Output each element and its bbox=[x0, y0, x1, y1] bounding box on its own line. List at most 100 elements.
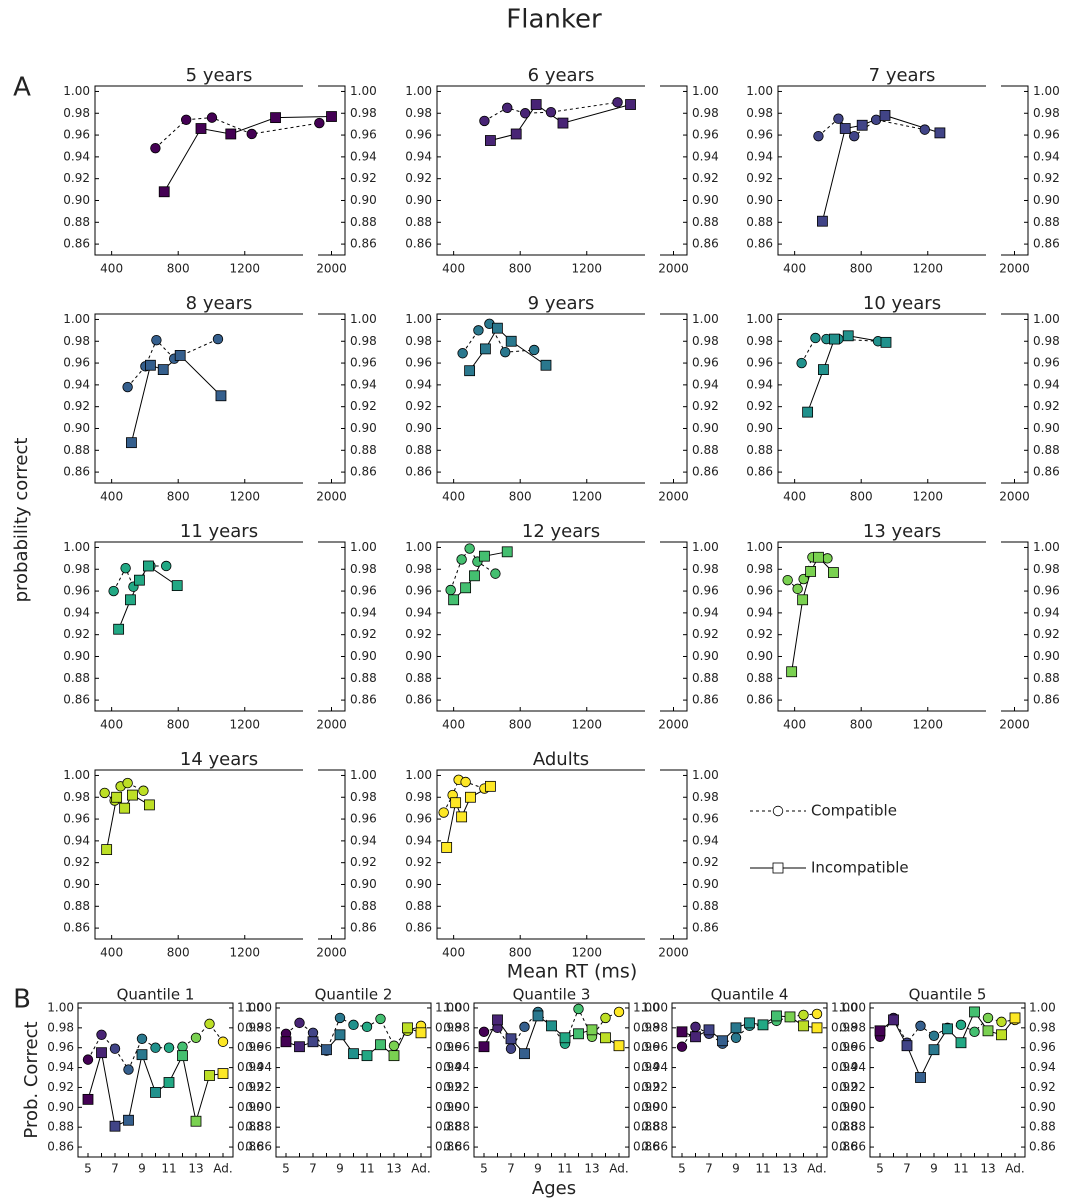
y-tick-label: 1.00 bbox=[245, 1000, 272, 1014]
x-tick-label: 1200 bbox=[229, 262, 260, 276]
x-tick-label: 2000 bbox=[999, 262, 1030, 276]
square-marker bbox=[402, 1022, 413, 1034]
y-tick-label: 0.92 bbox=[405, 399, 432, 413]
y2-tick-label: 0.90 bbox=[435, 1100, 462, 1114]
x-tick-label: 11 bbox=[755, 1162, 770, 1176]
y-tick-label: 0.88 bbox=[405, 443, 432, 457]
y-tick-label: 1.00 bbox=[746, 312, 773, 326]
y-tick-label: 0.88 bbox=[839, 1120, 866, 1134]
x-tick-label: 2000 bbox=[316, 946, 347, 960]
square-marker bbox=[874, 1025, 886, 1037]
circle-marker bbox=[490, 568, 501, 579]
x-tick-label: 400 bbox=[442, 490, 465, 504]
x-tick-label: 400 bbox=[442, 946, 465, 960]
square-marker bbox=[690, 1031, 701, 1043]
x-tick-label: 5 bbox=[876, 1162, 884, 1176]
axis-frame bbox=[94, 769, 303, 940]
square-marker bbox=[703, 1024, 715, 1036]
x-tick-label: 2000 bbox=[658, 262, 689, 276]
y2-tick-label: 1.00 bbox=[350, 84, 377, 98]
square-marker bbox=[839, 123, 851, 134]
y-tick-label: 0.98 bbox=[47, 1020, 74, 1034]
square-marker bbox=[119, 802, 131, 814]
y-tick-label: 0.92 bbox=[63, 171, 90, 185]
square-marker bbox=[215, 390, 227, 402]
square-marker bbox=[456, 811, 468, 823]
circle-marker bbox=[246, 128, 257, 140]
y-tick-label: 0.90 bbox=[443, 1100, 470, 1114]
axis-frame bbox=[1001, 85, 1029, 256]
circle-marker bbox=[676, 1041, 688, 1052]
y2-tick-label: 0.88 bbox=[350, 215, 377, 229]
y2-tick-label: 0.98 bbox=[692, 790, 719, 804]
circle-marker bbox=[294, 1017, 305, 1029]
square-marker bbox=[450, 797, 462, 809]
x-tick-label: 11 bbox=[953, 1162, 968, 1176]
y-tick-label: 0.94 bbox=[746, 149, 773, 163]
square-marker bbox=[464, 365, 476, 377]
y2-tick-label: 1.00 bbox=[1029, 1000, 1056, 1014]
circle-marker bbox=[212, 333, 224, 345]
y2-tick-label: 0.86 bbox=[692, 465, 719, 479]
y2-tick-label: 0.92 bbox=[1029, 1080, 1056, 1094]
x-tick-label: 400 bbox=[783, 490, 806, 504]
x-tick-label: Ad. bbox=[609, 1162, 628, 1176]
subplot-title: 8 years bbox=[186, 293, 253, 314]
square-marker bbox=[217, 1068, 229, 1079]
y2-tick-label: 0.92 bbox=[350, 399, 377, 413]
circle-marker bbox=[190, 1032, 202, 1043]
square-marker bbox=[772, 862, 784, 874]
square-marker bbox=[388, 1050, 400, 1062]
square-marker bbox=[942, 1023, 953, 1035]
y-tick-label: 0.90 bbox=[405, 877, 432, 891]
circle-marker bbox=[99, 787, 110, 799]
series-line bbox=[113, 565, 167, 592]
y-tick-label: 0.96 bbox=[839, 1040, 866, 1054]
subplot-title: Quantile 4 bbox=[711, 986, 789, 1004]
x-tick-label: 9 bbox=[930, 1162, 938, 1176]
square-marker bbox=[145, 359, 156, 371]
circle-marker bbox=[161, 560, 172, 572]
y2-tick-label: 0.86 bbox=[831, 1140, 858, 1154]
y-tick-label: 0.96 bbox=[63, 356, 90, 370]
y2-tick-label: 0.94 bbox=[350, 149, 377, 163]
y-tick-label: 0.86 bbox=[746, 465, 773, 479]
square-marker bbox=[771, 1010, 782, 1022]
square-marker bbox=[813, 551, 824, 563]
y-tick-label: 0.94 bbox=[746, 377, 773, 391]
y-tick-label: 0.96 bbox=[63, 584, 90, 598]
y-tick-label: 0.92 bbox=[443, 1080, 470, 1094]
y2-tick-label: 0.90 bbox=[237, 1100, 264, 1114]
y2-tick-label: 0.96 bbox=[692, 584, 719, 598]
y-axis-label: Prob. Correct bbox=[21, 1021, 42, 1138]
y2-tick-label: 0.96 bbox=[350, 128, 377, 142]
square-marker bbox=[270, 112, 281, 124]
y2-tick-label: 0.92 bbox=[633, 1080, 660, 1094]
y2-tick-label: 0.92 bbox=[1033, 399, 1060, 413]
square-marker bbox=[829, 333, 840, 345]
axis-frame bbox=[318, 769, 346, 940]
y-tick-label: 0.98 bbox=[746, 562, 773, 576]
square-marker bbox=[530, 99, 542, 110]
y-tick-label: 0.88 bbox=[405, 899, 432, 913]
y2-tick-label: 0.96 bbox=[692, 128, 719, 142]
square-marker bbox=[326, 111, 337, 122]
circle-marker bbox=[82, 1054, 94, 1065]
axis-frame bbox=[318, 541, 346, 712]
y-tick-label: 0.90 bbox=[405, 649, 432, 663]
square-marker bbox=[280, 1036, 292, 1048]
square-marker bbox=[111, 791, 123, 803]
y-tick-label: 0.86 bbox=[641, 1140, 668, 1154]
y2-tick-label: 0.98 bbox=[692, 562, 719, 576]
square-marker bbox=[478, 1041, 490, 1053]
series-line bbox=[450, 547, 496, 591]
y2-tick-label: 1.00 bbox=[237, 1000, 264, 1014]
x-tick-label: 800 bbox=[509, 262, 532, 276]
x-tick-label: 9 bbox=[534, 1162, 542, 1176]
y-tick-label: 1.00 bbox=[746, 84, 773, 98]
circle-marker bbox=[792, 583, 803, 595]
circle-marker bbox=[811, 1008, 823, 1020]
y2-tick-label: 0.94 bbox=[435, 1060, 462, 1074]
y-tick-label: 1.00 bbox=[405, 312, 432, 326]
y2-tick-label: 0.86 bbox=[692, 693, 719, 707]
